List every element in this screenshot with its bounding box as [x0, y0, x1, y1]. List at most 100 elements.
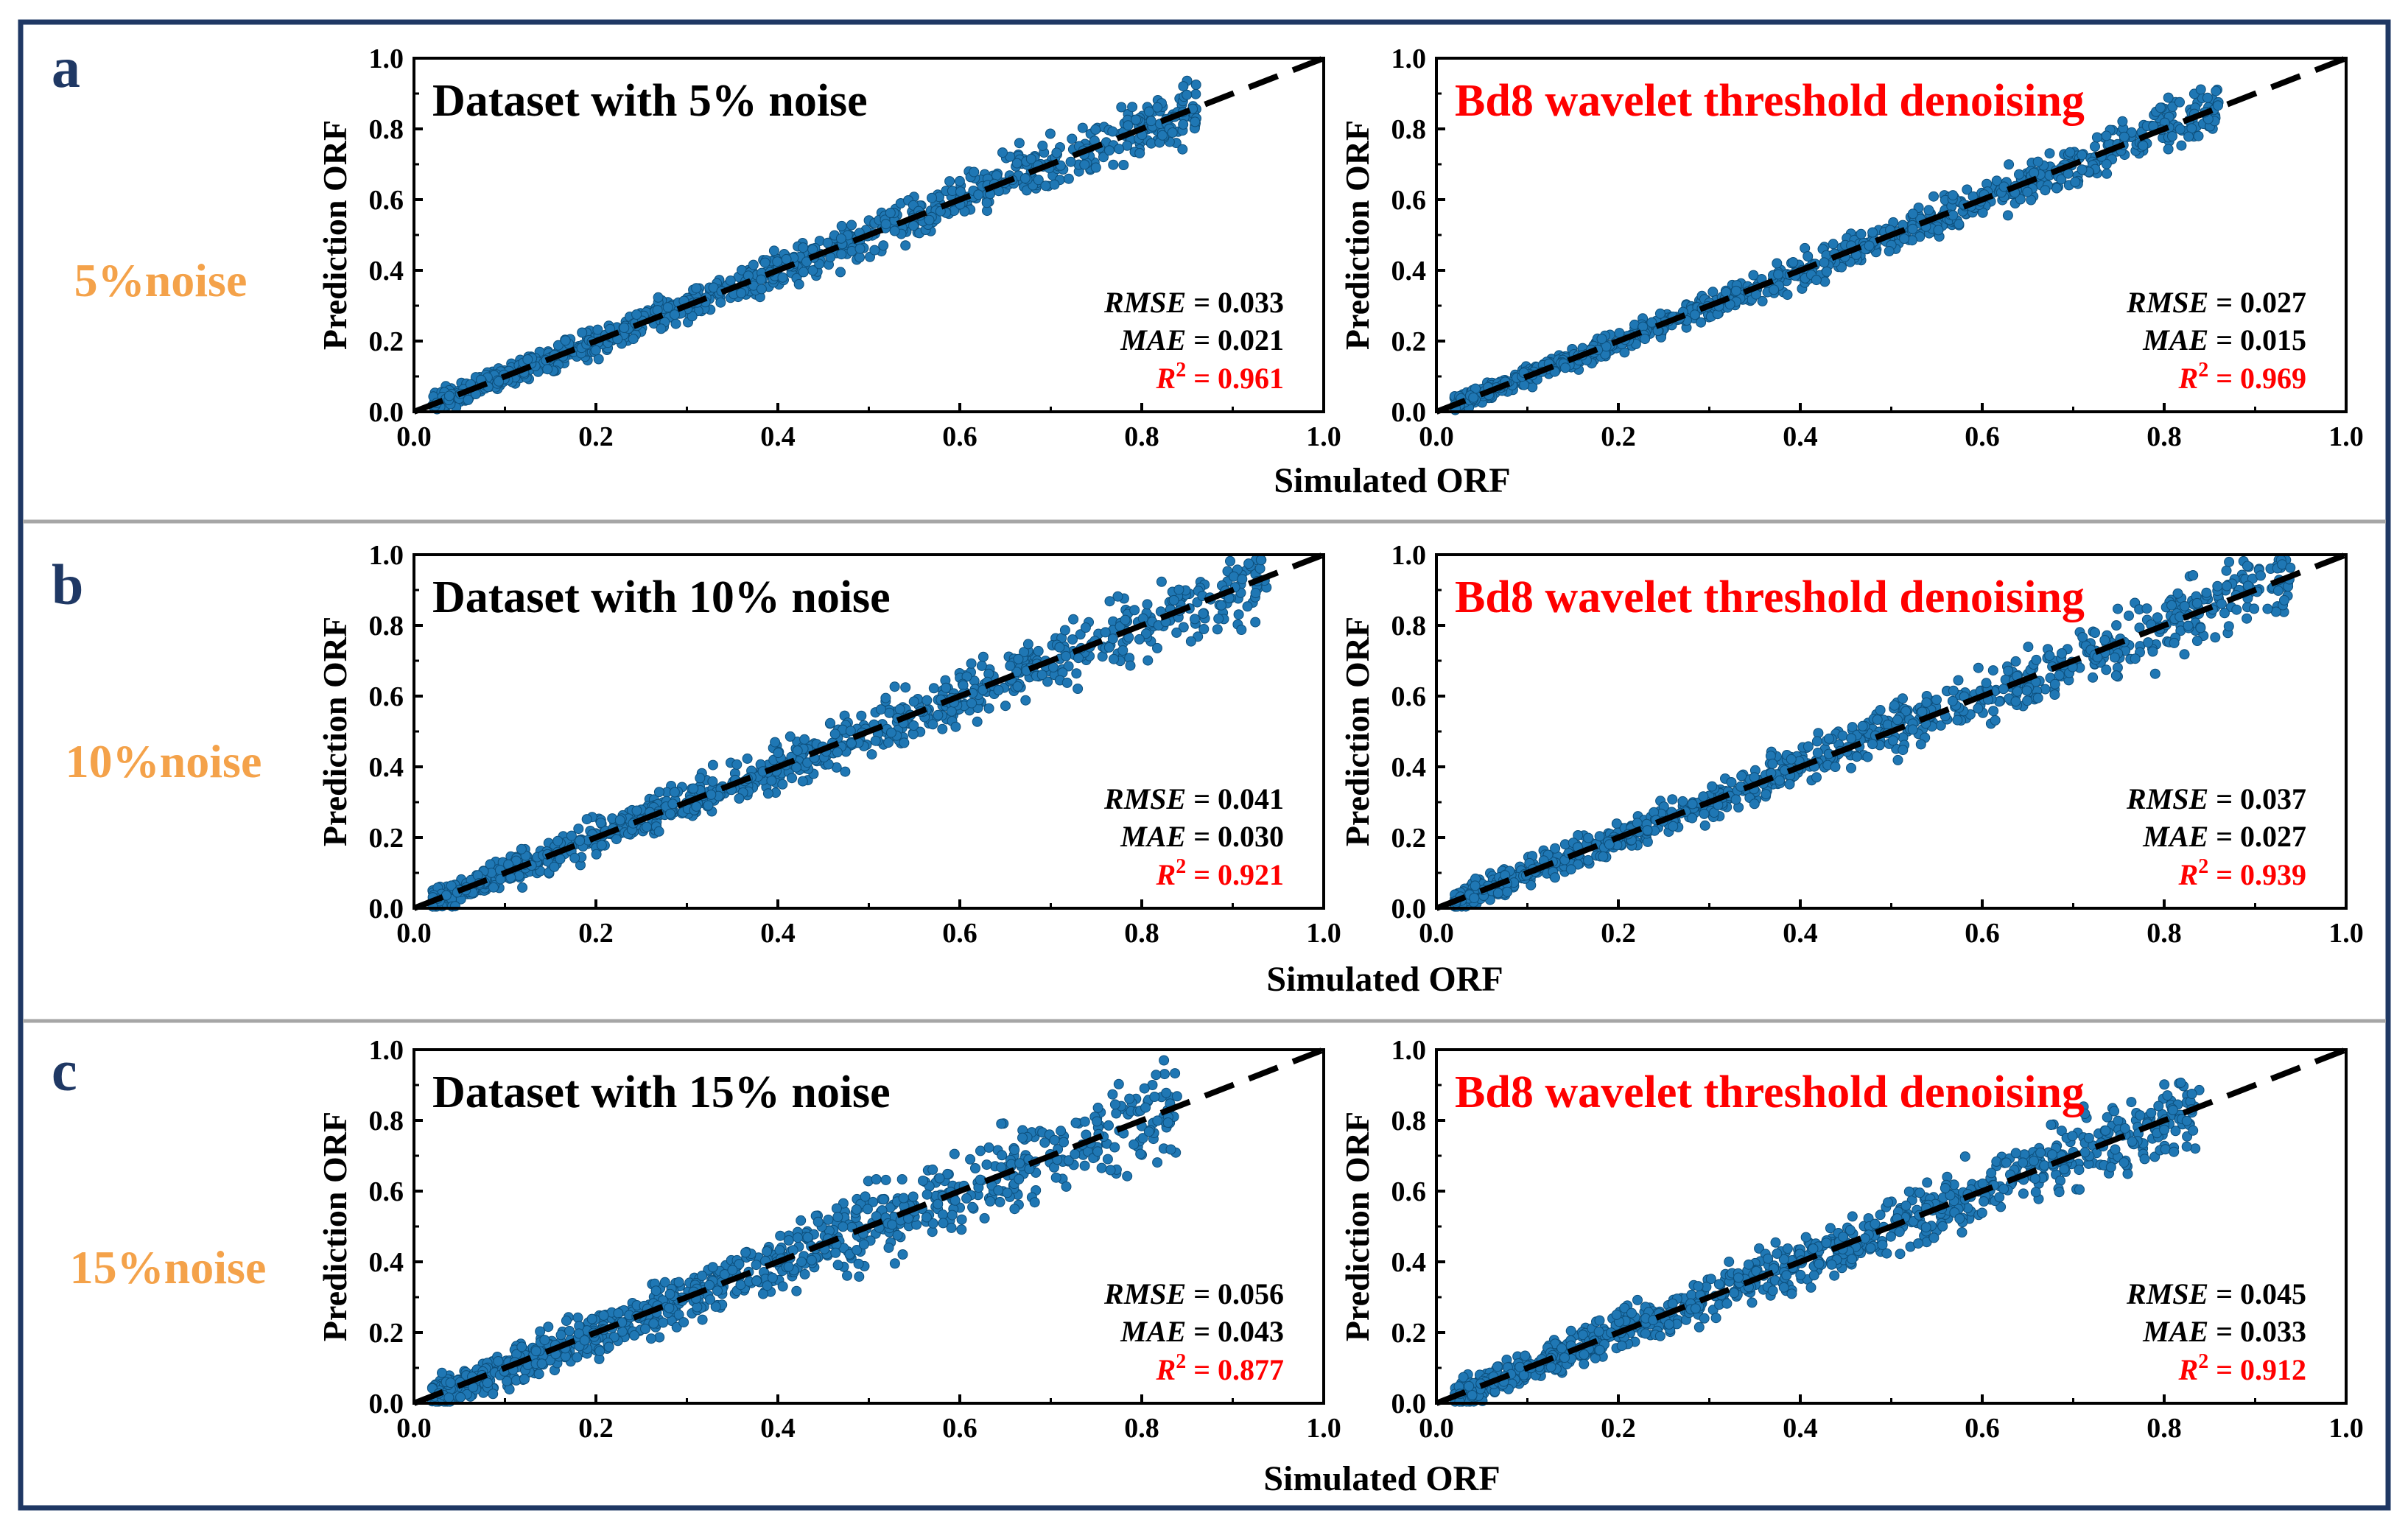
scatter-point: [1565, 864, 1576, 875]
scatter-point: [1117, 645, 1128, 656]
scatter-point: [552, 340, 564, 351]
scatter-point: [908, 696, 919, 707]
scatter-point: [954, 175, 965, 186]
scatter-point: [896, 1174, 908, 1184]
scatter-point: [1216, 600, 1226, 611]
scatter-point: [983, 703, 994, 714]
scatter-point: [715, 297, 726, 308]
scatter-point: [2102, 168, 2113, 179]
scatter-point: [2074, 1184, 2085, 1195]
scatter-point: [2077, 632, 2088, 642]
scatter-point: [949, 1148, 960, 1159]
scatter-point: [1116, 102, 1127, 113]
scatter-point: [894, 703, 905, 715]
scatter-point: [956, 1214, 967, 1225]
scatter-point: [539, 1335, 550, 1346]
scatter-point: [1122, 1170, 1133, 1182]
scatter-point: [862, 1204, 873, 1215]
scatter-point: [1988, 706, 1999, 717]
scatter-point: [2004, 159, 2015, 170]
scatter-point: [2021, 685, 2032, 696]
y-tick-label: 0.8: [1391, 114, 1427, 145]
scatter-point: [1109, 1099, 1120, 1110]
scatter-point: [1236, 625, 1247, 635]
scatter-point: [2032, 156, 2043, 167]
scatter-point: [1749, 798, 1760, 810]
scatter-point: [669, 787, 680, 798]
scatter-point: [2141, 603, 2152, 614]
scatter-point: [1948, 685, 1959, 696]
scatter-point: [1020, 695, 1031, 706]
scatter-point: [1213, 613, 1224, 624]
scatter-point: [1687, 812, 1698, 824]
scatter-point: [950, 721, 961, 732]
scatter-point: [535, 1326, 546, 1337]
y-tick-label: 0.2: [1391, 823, 1427, 854]
scatter-point: [1145, 116, 1156, 127]
scatter-point: [673, 1277, 684, 1288]
scatter-point: [927, 192, 937, 203]
scatter-point: [1131, 114, 1141, 125]
scatter-point: [2065, 147, 2076, 158]
scatter-point: [1173, 584, 1184, 595]
rmse-label: RMSE = 0.056: [1103, 1277, 1284, 1310]
scatter-point: [586, 1313, 597, 1324]
scatter-point: [437, 1367, 447, 1378]
scatter-point: [2195, 84, 2206, 95]
r2-label-superscript: 2: [1176, 359, 1186, 382]
scatter-point: [2130, 653, 2141, 664]
scatter-point: [883, 737, 894, 748]
scatter-point: [1677, 796, 1688, 807]
scatter-point: [1000, 701, 1011, 712]
scatter-point: [887, 1219, 898, 1230]
scatter-point: [1721, 287, 1732, 298]
rmse-label-value: = 0.037: [2208, 782, 2306, 815]
scatter-point: [1009, 1204, 1020, 1215]
panel-title: Bd8 wavelet threshold denoising: [1455, 76, 2085, 126]
scatter-point: [1846, 733, 1857, 744]
scatter-point: [1011, 158, 1022, 169]
scatter-point: [2101, 130, 2112, 141]
scatter-point: [793, 278, 804, 289]
scatter-point: [1156, 576, 1167, 587]
scatter-point: [530, 1346, 541, 1357]
x-tick-label: 0.8: [1124, 1413, 1159, 1444]
y-tick-label: 0.4: [369, 256, 404, 287]
scatter-point: [2231, 604, 2242, 615]
scatter-point: [947, 1210, 958, 1221]
scatter-point: [883, 1242, 894, 1253]
scatter-point: [825, 717, 836, 729]
x-tick-label: 0.6: [1965, 918, 2000, 949]
r2-label-value: = 0.961: [1186, 362, 1284, 395]
scatter-point: [921, 1212, 932, 1223]
scatter-point: [1803, 741, 1814, 752]
scatter-point: [1598, 851, 1609, 862]
scatter-point: [965, 1154, 976, 1165]
scatter-point: [1990, 715, 2001, 726]
scatter-point: [1168, 594, 1179, 605]
scatter-point: [2272, 585, 2284, 596]
scatter-point: [1079, 1160, 1090, 1171]
scatter-point: [1162, 1117, 1173, 1128]
scatter-point: [727, 1265, 738, 1276]
y-tick-label: 0.6: [369, 681, 404, 712]
noise-label-a: 5%noise: [74, 254, 248, 306]
scatter-point: [1123, 120, 1134, 131]
scatter-point: [1933, 225, 1944, 236]
scatter-point: [775, 1230, 786, 1241]
scatter-point: [1103, 1120, 1114, 1131]
scatter-point: [1185, 636, 1196, 647]
scatter-point: [2090, 141, 2100, 152]
scatter-point: [1698, 791, 1709, 802]
scatter-point: [2010, 696, 2021, 707]
scatter-point: [2191, 636, 2202, 646]
r2-label-superscript: 2: [2198, 855, 2208, 878]
panel-title: Dataset with 10% noise: [432, 572, 891, 622]
scatter-point: [1243, 558, 1254, 569]
scatter-point: [2190, 1143, 2201, 1154]
scatter-point: [993, 684, 1004, 695]
scatter-point: [1954, 219, 1965, 230]
y-axis-title: Prediction ORF: [1338, 617, 1376, 846]
y-axis-title: Prediction ORF: [316, 617, 354, 846]
